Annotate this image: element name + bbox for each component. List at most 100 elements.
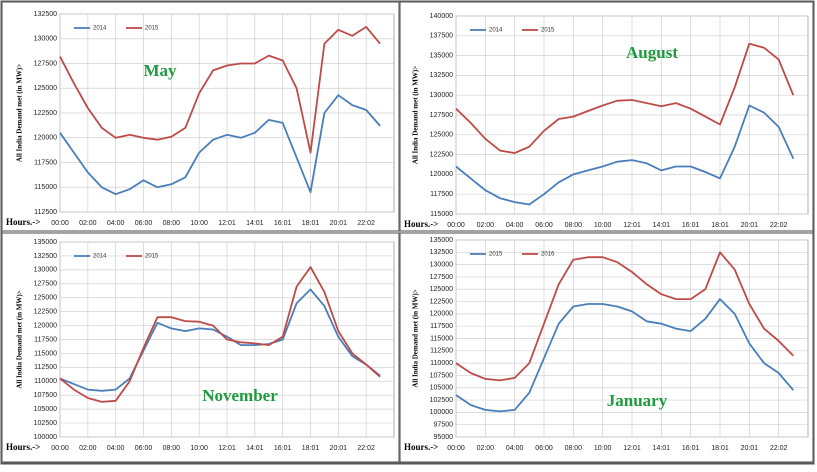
y-tick-label: 107500 <box>430 372 453 379</box>
y-tick-label: 125000 <box>430 286 453 293</box>
legend-label: 2014 <box>93 26 107 32</box>
y-tick-label: 100000 <box>430 409 453 416</box>
y-tick-label: 122500 <box>34 308 57 315</box>
legend-label: 2015 <box>541 28 555 34</box>
y-tick-label: 127500 <box>430 274 453 281</box>
x-axis-label: Hours.-> <box>6 217 40 227</box>
legend-label: 2015 <box>145 254 159 260</box>
y-tick-label: 112500 <box>34 209 57 216</box>
series-line <box>455 298 794 413</box>
y-tick-label: 112500 <box>34 364 57 371</box>
y-tick-label: 125000 <box>430 132 453 139</box>
y-tick-label: 127500 <box>34 60 57 67</box>
series-line <box>59 94 381 196</box>
x-tick-label: 00:00 <box>51 220 69 227</box>
y-tick-label: 135000 <box>34 239 57 246</box>
y-tick-label: 107500 <box>34 392 57 399</box>
x-tick-label: 20:01 <box>741 445 759 452</box>
y-tick-label: 120000 <box>430 311 453 318</box>
y-tick-label: 120000 <box>34 135 57 142</box>
x-tick-label: 00:00 <box>447 445 465 452</box>
x-tick-label: 22:02 <box>770 222 788 229</box>
x-tick-label: 22:02 <box>357 220 375 227</box>
y-tick-label: 115000 <box>34 184 57 191</box>
x-tick-label: 02:00 <box>477 222 495 229</box>
y-tick-label: 110000 <box>430 360 453 367</box>
y-tick-label: 132500 <box>430 249 453 256</box>
x-tick-label: 14:01 <box>246 220 264 227</box>
x-axis-label: Hours.-> <box>6 442 40 452</box>
x-tick-label: 18:01 <box>711 445 729 452</box>
legend-label: 2014 <box>93 254 107 260</box>
x-axis-label: Hours.-> <box>404 219 438 229</box>
x-tick-label: 04:00 <box>107 220 125 227</box>
y-tick-label: 132500 <box>34 253 57 260</box>
y-tick-label: 117500 <box>34 159 57 166</box>
x-tick-label: 12:01 <box>218 445 236 452</box>
annotation: May <box>143 61 177 80</box>
x-tick-label: 06:00 <box>535 222 553 229</box>
y-tick-label: 112500 <box>430 348 453 355</box>
x-tick-label: 12:01 <box>623 445 641 452</box>
x-tick-label: 02:00 <box>477 445 495 452</box>
y-tick-label: 127500 <box>34 281 57 288</box>
y-tick-label: 115000 <box>430 335 453 342</box>
x-tick-label: 20:01 <box>741 222 759 229</box>
y-tick-label: 120000 <box>34 322 57 329</box>
y-tick-label: 125000 <box>34 85 57 92</box>
x-tick-label: 22:02 <box>357 445 375 452</box>
legend-label: 2015 <box>145 26 159 32</box>
y-tick-label: 130000 <box>430 92 453 99</box>
legend-label: 2015 <box>489 252 503 258</box>
x-tick-label: 16:01 <box>682 222 700 229</box>
x-tick-label: 16:01 <box>274 445 292 452</box>
annotation: August <box>626 43 678 62</box>
y-tick-label: 97500 <box>434 422 454 429</box>
y-tick-label: 125000 <box>34 295 57 302</box>
x-tick-label: 18:01 <box>711 222 729 229</box>
series-line <box>455 251 794 382</box>
y-tick-label: 140000 <box>430 13 453 20</box>
x-tick-label: 02:00 <box>79 445 97 452</box>
x-tick-label: 18:01 <box>302 220 320 227</box>
y-axis-label: All India Demand met (in MW)> <box>412 289 420 387</box>
x-tick-label: 10:00 <box>190 220 208 227</box>
x-tick-label: 08:00 <box>565 222 583 229</box>
x-tick-label: 14:01 <box>246 445 264 452</box>
x-axis-label: Hours.-> <box>404 442 438 452</box>
y-tick-label: 127500 <box>430 112 453 119</box>
annotation: November <box>202 386 278 405</box>
x-tick-label: 10:00 <box>190 445 208 452</box>
y-axis-label: All India Demand met (in MW)> <box>16 290 24 388</box>
x-tick-label: 06:00 <box>135 220 153 227</box>
x-tick-label: 20:01 <box>330 445 348 452</box>
x-tick-label: 06:00 <box>535 445 553 452</box>
y-tick-label: 117500 <box>34 336 57 343</box>
x-tick-label: 10:00 <box>594 222 612 229</box>
x-tick-label: 00:00 <box>51 445 69 452</box>
y-tick-label: 130000 <box>430 261 453 268</box>
x-tick-label: 12:01 <box>623 222 641 229</box>
y-tick-label: 105000 <box>34 406 57 413</box>
y-tick-label: 100000 <box>34 434 57 441</box>
legend-label: 2016 <box>541 252 555 258</box>
series-line <box>59 26 381 154</box>
y-axis-label: All India Demand met (in MW)> <box>16 64 24 162</box>
x-tick-label: 14:01 <box>653 222 671 229</box>
x-tick-label: 12:01 <box>218 220 236 227</box>
x-tick-label: 04:00 <box>506 445 524 452</box>
y-axis-label: All India Demand met (in MW)> <box>412 66 420 164</box>
x-tick-label: 14:01 <box>653 445 671 452</box>
y-tick-label: 102500 <box>34 420 57 427</box>
y-tick-label: 110000 <box>34 378 57 385</box>
x-tick-label: 16:01 <box>682 445 700 452</box>
x-tick-label: 08:00 <box>163 445 181 452</box>
x-tick-label: 18:01 <box>302 445 320 452</box>
y-tick-label: 117500 <box>430 323 453 330</box>
x-tick-label: 10:00 <box>594 445 612 452</box>
y-tick-label: 130000 <box>34 267 57 274</box>
y-tick-label: 135000 <box>430 52 453 59</box>
y-tick-label: 132500 <box>430 72 453 79</box>
y-tick-label: 135000 <box>430 237 453 244</box>
